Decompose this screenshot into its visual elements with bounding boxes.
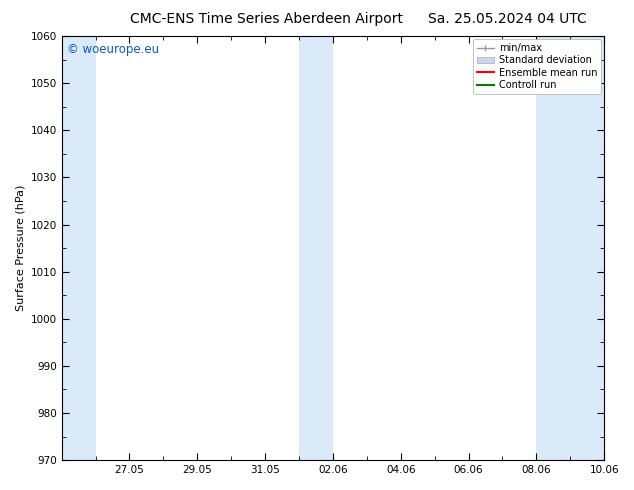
Text: Sa. 25.05.2024 04 UTC: Sa. 25.05.2024 04 UTC (428, 12, 586, 26)
Bar (536, 36, 604, 460)
Text: CMC-ENS Time Series Aberdeen Airport: CMC-ENS Time Series Aberdeen Airport (130, 12, 403, 26)
Bar (61, 36, 96, 460)
Text: © woeurope.eu: © woeurope.eu (67, 43, 159, 55)
Legend: min/max, Standard deviation, Ensemble mean run, Controll run: min/max, Standard deviation, Ensemble me… (472, 39, 601, 94)
Y-axis label: Surface Pressure (hPa): Surface Pressure (hPa) (15, 185, 25, 311)
Bar (299, 36, 333, 460)
